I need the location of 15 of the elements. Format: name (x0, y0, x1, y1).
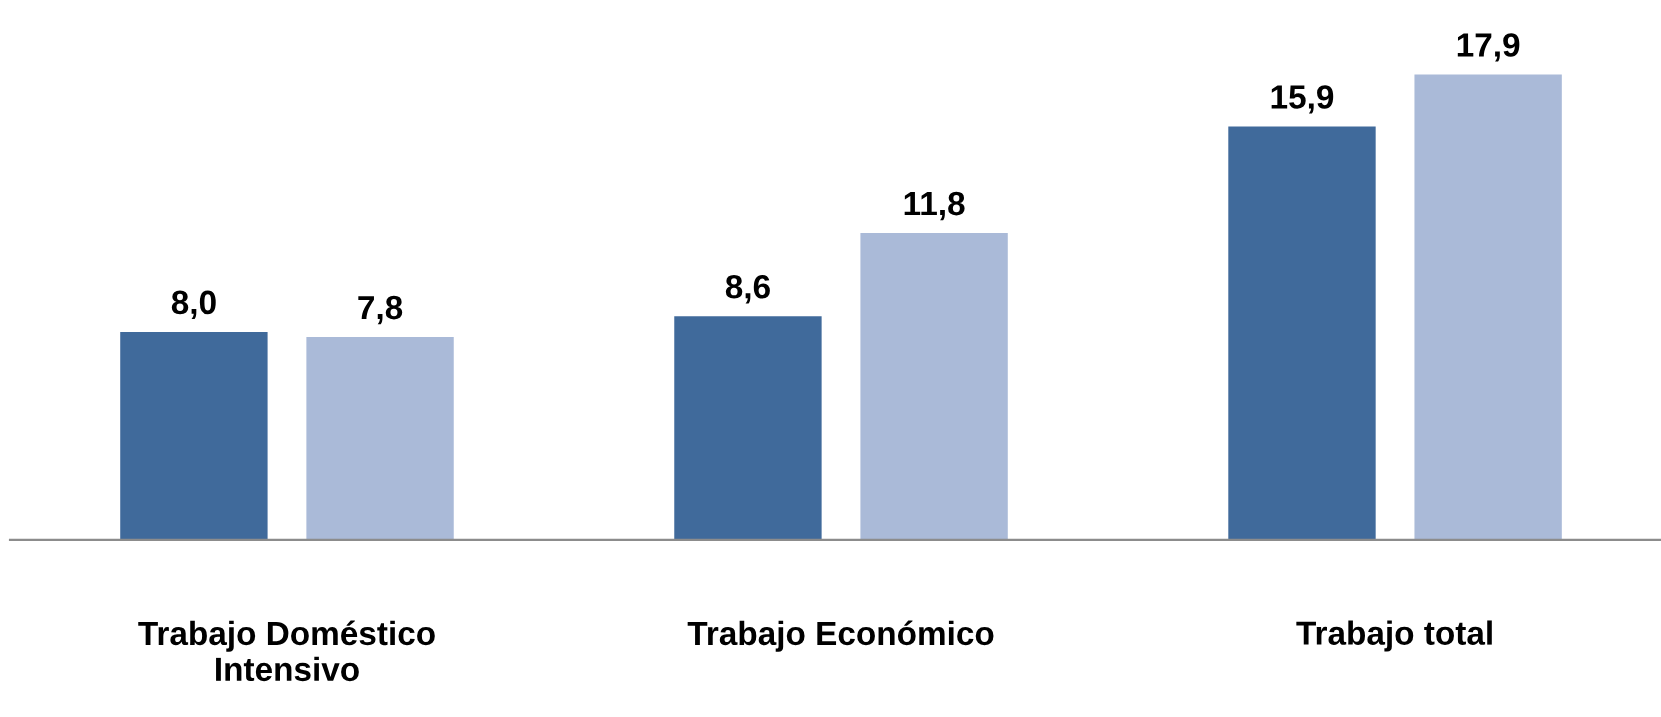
bar (860, 233, 1008, 540)
x-tick-label: Trabajo Doméstico Intensivo (138, 620, 435, 682)
data-label: 11,8 (904, 191, 965, 221)
x-tick-label: Trabajo total (1296, 620, 1492, 652)
bar (120, 331, 268, 540)
data-label: 15,9 (1271, 85, 1334, 114)
data-label: 17,9 (1457, 33, 1520, 62)
data-label: 8,0 (171, 290, 216, 320)
bar (1414, 74, 1562, 540)
x-tick-label: Trabajo Económico (687, 620, 994, 652)
data-label: 7,8 (358, 295, 403, 325)
bar (1228, 126, 1376, 540)
bar (306, 337, 454, 540)
bar (674, 316, 822, 540)
data-label: 8,6 (725, 274, 770, 304)
